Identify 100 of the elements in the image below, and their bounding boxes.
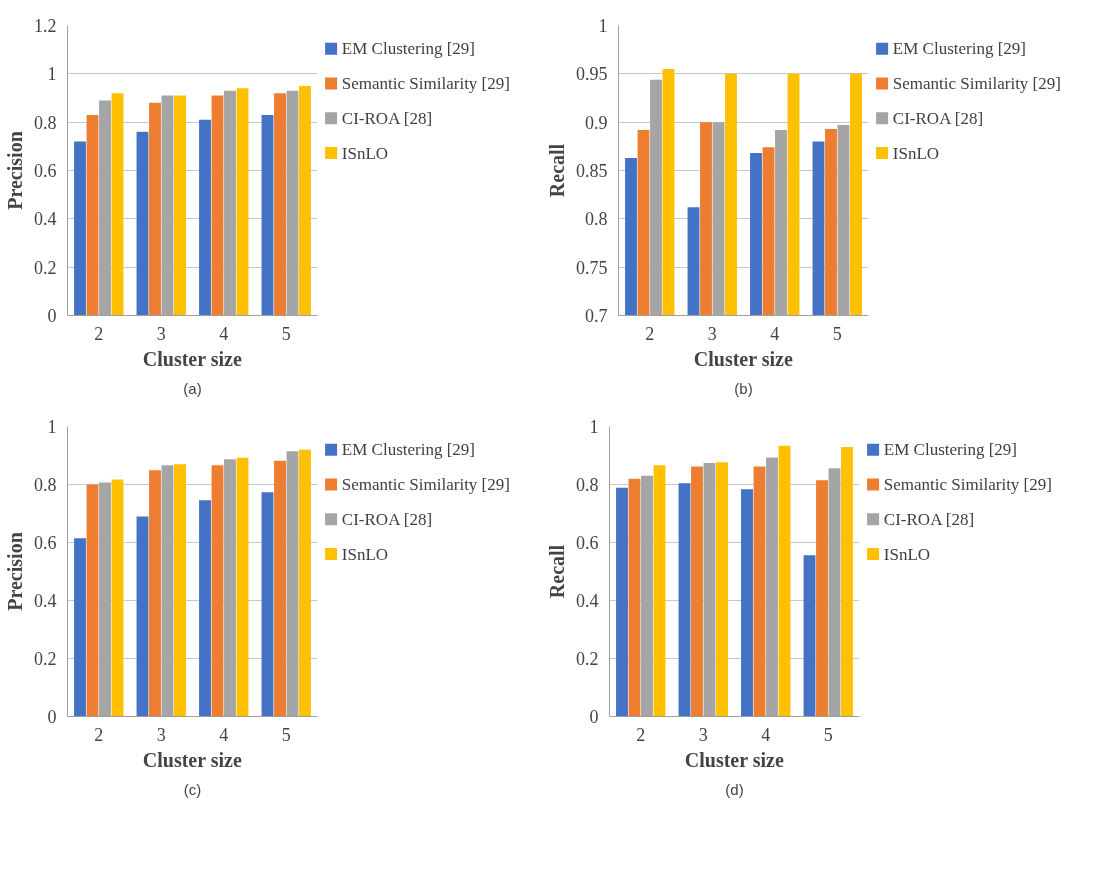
y-tick-label: 1: [47, 417, 57, 437]
y-tick-label: 0.7: [585, 306, 608, 326]
x-tick-label: 5: [823, 724, 833, 745]
y-tick-label: 0.9: [585, 112, 608, 133]
x-tick-label: 2: [645, 323, 655, 344]
bar: [74, 141, 86, 316]
y-tick-label: 0: [589, 707, 599, 727]
legend-label: CI-ROA [28]: [892, 108, 984, 128]
bar: [816, 480, 828, 717]
bar: [136, 131, 149, 316]
x-tick-label: 3: [156, 323, 166, 344]
x-tick-label: 3: [156, 724, 166, 745]
y-tick-label: 0.75: [576, 257, 608, 278]
bar: [653, 465, 666, 717]
x-tick-label: 4: [761, 724, 771, 745]
y-tick-label: 0: [47, 707, 57, 727]
y-tick-label: 0.6: [576, 533, 599, 553]
text: (d): [725, 780, 744, 798]
x-axis-title: Cluster size: [693, 347, 793, 370]
legend-label: ISnLO: [892, 143, 940, 163]
legend-label: Semantic Similarity [29]: [341, 74, 510, 93]
bar: [111, 479, 124, 717]
x-tick-label: 4: [219, 724, 229, 745]
bar: [716, 462, 728, 717]
y-tick-label: 0.2: [576, 649, 599, 669]
bar: [211, 465, 224, 717]
bar: [236, 88, 249, 316]
text: (b): [734, 379, 753, 397]
x-tick-label: 3: [707, 323, 717, 344]
x-tick-label: 2: [94, 724, 104, 745]
legend-label: EM Clustering [29]: [341, 440, 476, 460]
legend-label: EM Clustering [29]: [883, 440, 1018, 460]
bar: [261, 492, 274, 717]
x-tick-label: 2: [94, 323, 104, 344]
bar: [274, 460, 286, 717]
bar: [299, 85, 311, 316]
x-tick-label: 4: [219, 323, 229, 344]
x-tick-label: 5: [281, 323, 291, 344]
bar: [628, 478, 641, 717]
x-tick-label: 5: [832, 323, 842, 344]
y-tick-label: 1: [598, 16, 608, 36]
bar: [236, 457, 249, 717]
y-tick-label: 0.8: [576, 475, 599, 495]
bar: [274, 93, 286, 316]
legend-label: Semantic Similarity [29]: [883, 475, 1052, 494]
y-tick-label: 0.8: [34, 112, 57, 133]
y-tick-label: 0.2: [34, 257, 57, 278]
bar: [74, 538, 86, 717]
x-axis-title: Cluster size: [684, 748, 784, 771]
bar: [149, 470, 161, 717]
y-axis-title: Recall: [546, 544, 568, 599]
legend-label: CI-ROA [28]: [341, 509, 433, 529]
bar: [111, 93, 124, 316]
x-axis-title: Cluster size: [142, 748, 242, 771]
x-tick-label: 2: [636, 724, 646, 745]
legend-label: ISnLO: [883, 544, 931, 564]
bar: [841, 447, 853, 717]
bar: [741, 489, 753, 717]
bar: [616, 487, 628, 717]
y-tick-label: 0.85: [576, 161, 608, 181]
y-tick-label: 0.4: [576, 591, 599, 611]
bar: [753, 466, 766, 717]
bar: [86, 114, 99, 316]
legend-label: CI-ROA [28]: [883, 509, 975, 529]
y-tick-label: 0.2: [34, 649, 57, 669]
bar: [199, 119, 211, 316]
y-tick-label: 0: [47, 306, 57, 326]
bar: [174, 95, 186, 316]
y-tick-label: 0.6: [34, 533, 57, 553]
y-tick-label: 0.8: [585, 209, 608, 230]
x-tick-label: 5: [281, 724, 291, 745]
legend-label: Semantic Similarity [29]: [341, 475, 510, 494]
text: (c): [183, 780, 202, 798]
legend-label: Semantic Similarity [29]: [892, 74, 1061, 93]
y-tick-label: 0.8: [34, 475, 57, 495]
y-tick-label: 1: [589, 417, 599, 437]
bar: [174, 464, 186, 717]
legend-label: EM Clustering [29]: [892, 39, 1027, 59]
bar: [678, 483, 691, 717]
y-axis-title: Recall: [546, 143, 568, 198]
legend-label: ISnLO: [341, 544, 389, 564]
bar: [86, 484, 99, 717]
bar: [803, 555, 816, 717]
bar: [199, 500, 211, 717]
y-tick-label: 0.4: [34, 209, 57, 230]
bar: [778, 445, 791, 717]
x-tick-label: 4: [770, 323, 780, 344]
bar: [149, 102, 161, 316]
y-axis-title: Precision: [4, 131, 26, 210]
x-axis-title: Cluster size: [142, 347, 242, 370]
legend-label: EM Clustering [29]: [341, 39, 476, 59]
bar: [136, 516, 149, 717]
y-tick-label: 1.2: [34, 16, 57, 36]
y-tick-label: 0.6: [34, 161, 57, 181]
y-tick-label: 0.4: [34, 591, 57, 611]
bar: [299, 449, 311, 717]
legend-label: ISnLO: [341, 143, 389, 163]
bar: [211, 95, 224, 316]
y-axis-title: Precision: [4, 532, 26, 611]
bar: [691, 466, 703, 717]
